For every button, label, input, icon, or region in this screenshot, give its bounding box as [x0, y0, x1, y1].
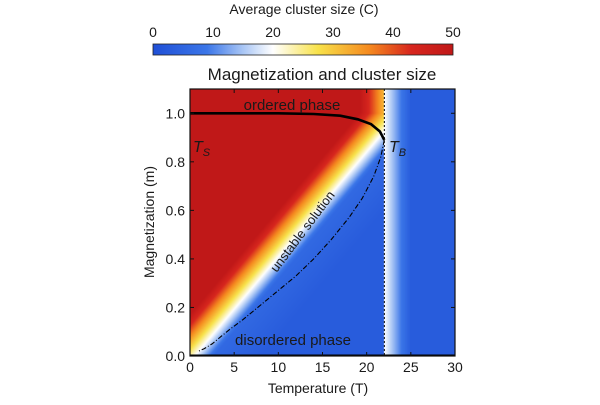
- colorbar-tick-label: 50: [445, 24, 461, 40]
- ts-label: TS: [193, 139, 211, 159]
- y-tick-label: 0.8: [166, 154, 186, 170]
- ordered-branch-curve: [190, 112, 386, 141]
- y-tick-label: 0.0: [166, 348, 186, 364]
- x-tick-label: 30: [447, 359, 463, 375]
- tb-label: TB: [389, 139, 406, 159]
- y-tick-label: 0.6: [166, 202, 186, 218]
- y-axis-ticks: 0.0 0.2 0.4 0.6 0.8 1.0: [166, 105, 455, 364]
- colorbar-tick-label: 20: [265, 24, 281, 40]
- y-tick-label: 1.0: [166, 105, 186, 121]
- x-tick-label: 0: [186, 359, 194, 375]
- colorbar-tick-label: 0: [149, 24, 157, 40]
- colorbar-tick-labels: 0 10 20 30 40 50: [149, 24, 461, 40]
- unstable-branch-curve: [198, 139, 385, 352]
- x-tick-label: 5: [230, 359, 238, 375]
- x-tick-label: 25: [403, 359, 419, 375]
- x-axis-ticks: 0 5 10 15 20 25 30: [186, 89, 463, 375]
- y-axis-label: Magnetization (m): [141, 166, 157, 278]
- colorbar-tick-label: 30: [325, 24, 341, 40]
- disordered-phase-label: disordered phase: [235, 332, 351, 349]
- ordered-phase-label: ordered phase: [244, 97, 341, 114]
- colorbar-tick-label: 10: [205, 24, 221, 40]
- plot-title: Magnetization and cluster size: [208, 65, 437, 84]
- colorbar-title: Average cluster size (C): [229, 1, 378, 17]
- y-tick-label: 0.2: [166, 299, 186, 315]
- x-tick-label: 10: [271, 359, 287, 375]
- x-tick-label: 20: [359, 359, 375, 375]
- heatmap: [190, 89, 455, 356]
- colorbar: [152, 43, 454, 56]
- y-tick-label: 0.4: [166, 251, 186, 267]
- colorbar-tick-label: 40: [385, 24, 401, 40]
- phase-curves: [190, 89, 455, 356]
- x-tick-label: 15: [315, 359, 331, 375]
- x-axis-label: Temperature (T): [268, 380, 368, 396]
